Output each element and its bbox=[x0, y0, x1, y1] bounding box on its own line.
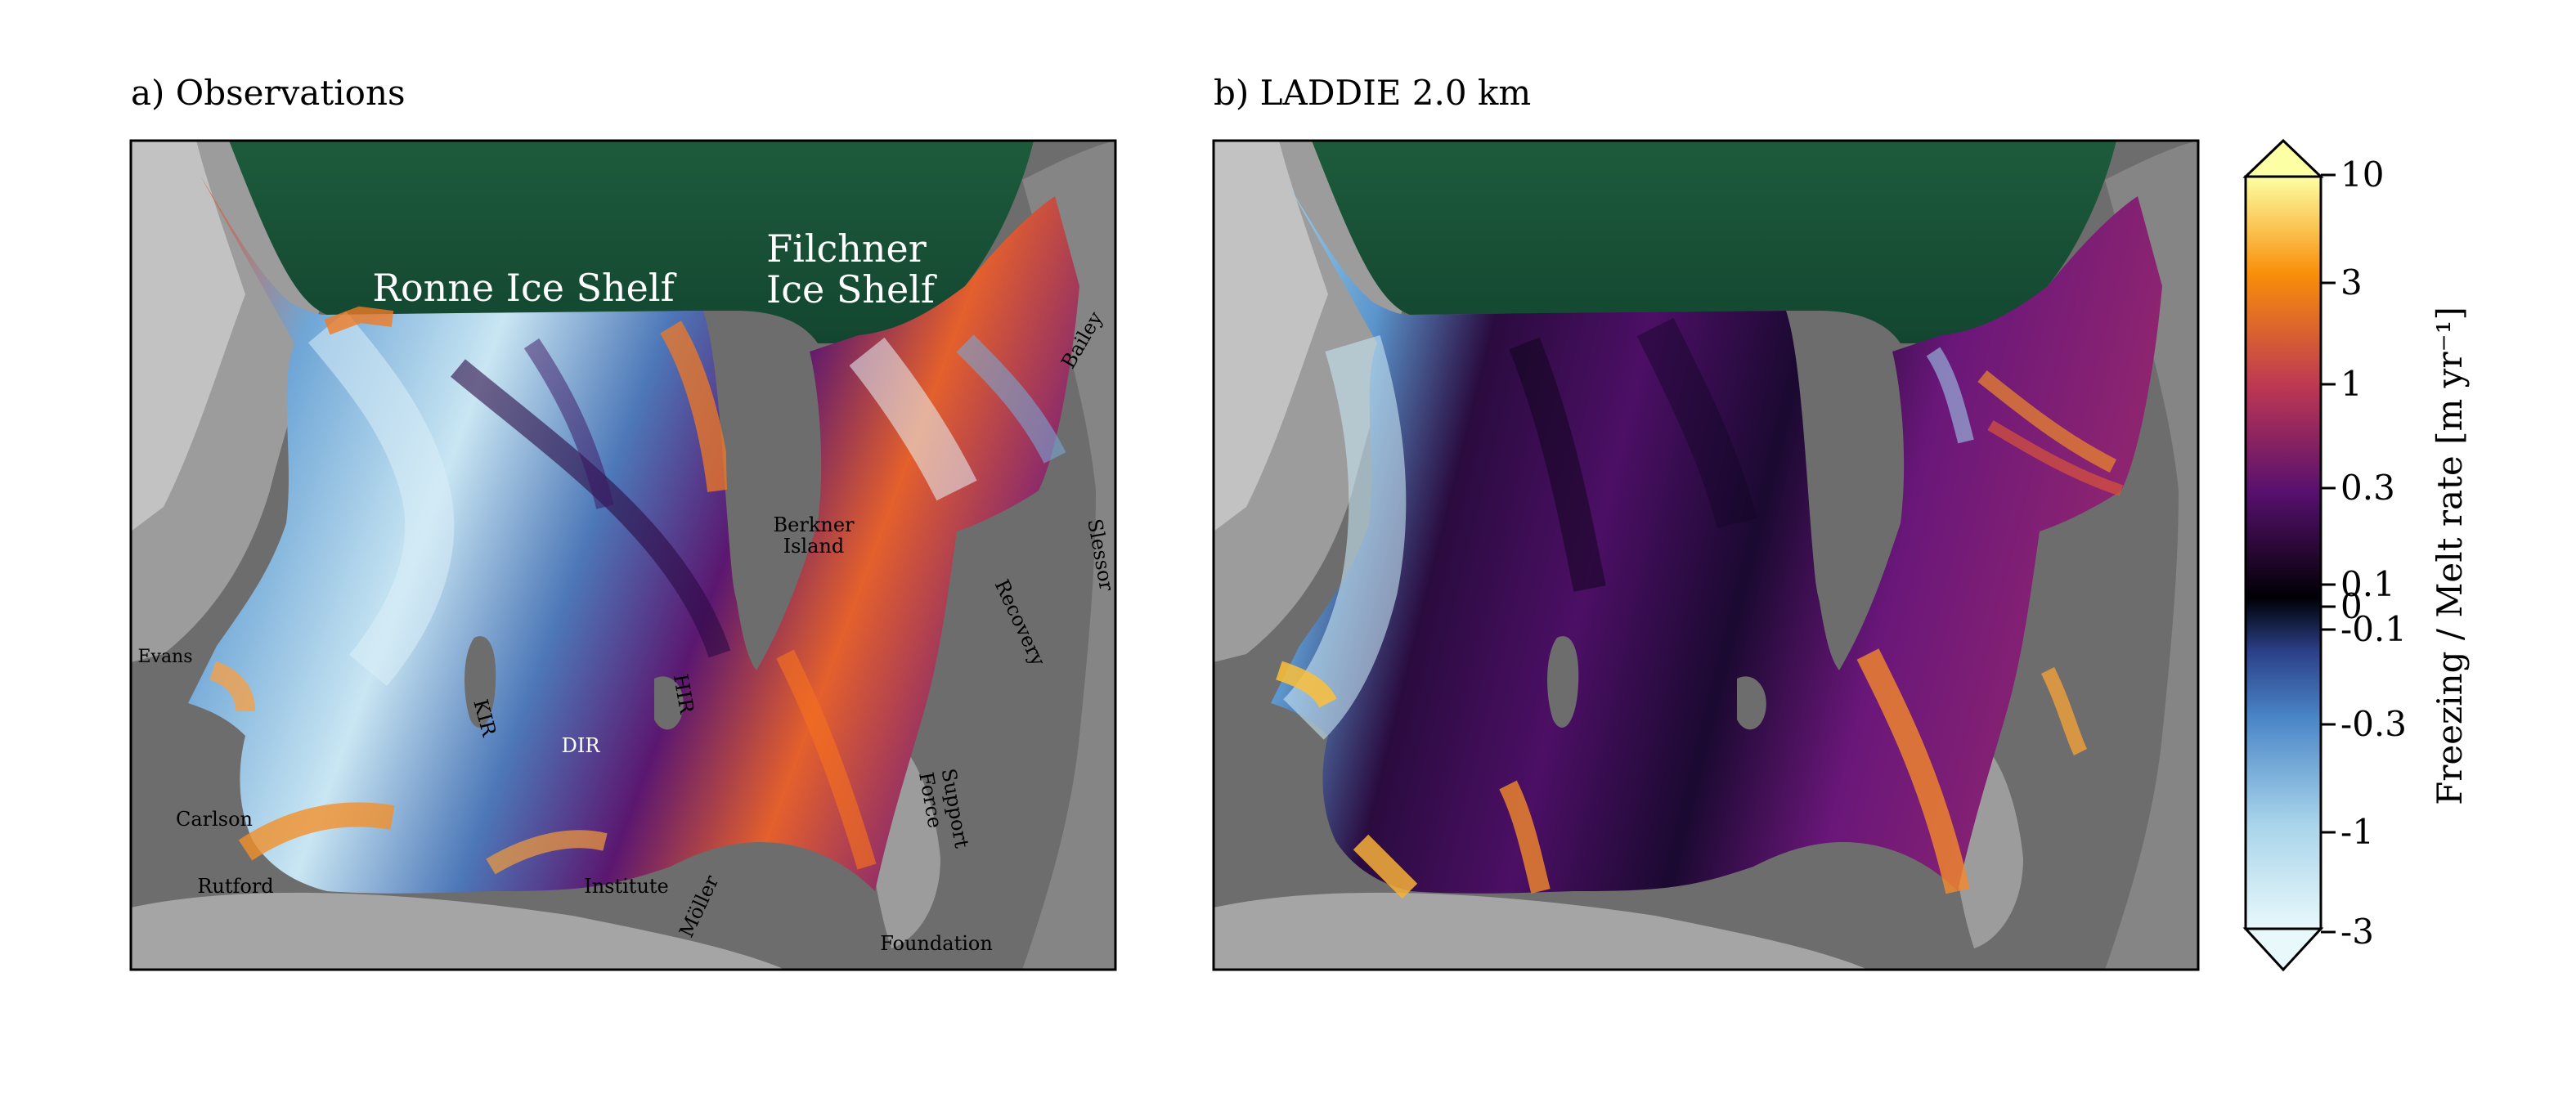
label-institute: Institute bbox=[584, 875, 669, 898]
colorbar-tick-label: 3 bbox=[2340, 262, 2363, 303]
panel-a-frame bbox=[129, 139, 1117, 971]
colorbar-ticks: 10 3 1 0.3 0.10-0.1 -0.3 -1 -3 bbox=[2321, 155, 2407, 952]
label-foundation: Foundation bbox=[880, 932, 993, 955]
ocean-b bbox=[1312, 141, 2116, 343]
colorbar-tick-label: 0 bbox=[2340, 586, 2363, 626]
colorbar-tick-label: 1 bbox=[2340, 364, 2363, 404]
label-rutford: Rutford bbox=[197, 875, 273, 898]
label-berkner-1: Berkner bbox=[774, 513, 855, 536]
panel-b-frame bbox=[1212, 139, 2200, 971]
colorbar-label: Freezing / Melt rate [m yr⁻¹] bbox=[2430, 307, 2470, 805]
panel-a-map bbox=[131, 141, 1115, 970]
ocean-a bbox=[229, 141, 1034, 343]
colorbar: 10 3 1 0.3 0.10-0.1 -0.3 -1 -3 Freezing / Melt … bbox=[2242, 138, 2470, 972]
colorbar-extend-bottom bbox=[2242, 927, 2324, 972]
colorbar-tick-label: 10 bbox=[2340, 155, 2384, 195]
panel-b-title: b) LADDIE 2.0 km bbox=[1214, 73, 1531, 113]
label-evans: Evans bbox=[137, 647, 192, 667]
panel-a-title: a) Observations bbox=[131, 73, 406, 113]
colorbar-body bbox=[2244, 175, 2322, 930]
label-carlson: Carlson bbox=[176, 808, 253, 831]
colorbar-tick-label: -0.1 bbox=[2340, 609, 2407, 649]
colorbar-tick-label: 0.1 bbox=[2340, 564, 2395, 604]
label-filchner-2: Ice Shelf bbox=[766, 267, 937, 311]
label-filchner-1: Filchner bbox=[766, 226, 927, 271]
kir-rise-a bbox=[464, 636, 496, 728]
label-berkner-2: Island bbox=[783, 535, 845, 558]
colorbar-extend-top bbox=[2242, 138, 2324, 178]
hir-rise-a bbox=[654, 676, 684, 730]
colorbar-tick-label: -1 bbox=[2340, 812, 2374, 852]
east-rock-a bbox=[1022, 141, 1115, 970]
berkner-island-a bbox=[726, 341, 820, 622]
colorbar-tick-label: -0.3 bbox=[2340, 704, 2407, 744]
colorbar-tick-label: -3 bbox=[2340, 912, 2374, 952]
label-dir: DIR bbox=[562, 734, 601, 757]
panel-b-map bbox=[1214, 141, 2198, 970]
label-ronne: Ronne Ice Shelf bbox=[372, 266, 676, 310]
colorbar-tick-label: 0.3 bbox=[2340, 468, 2395, 508]
